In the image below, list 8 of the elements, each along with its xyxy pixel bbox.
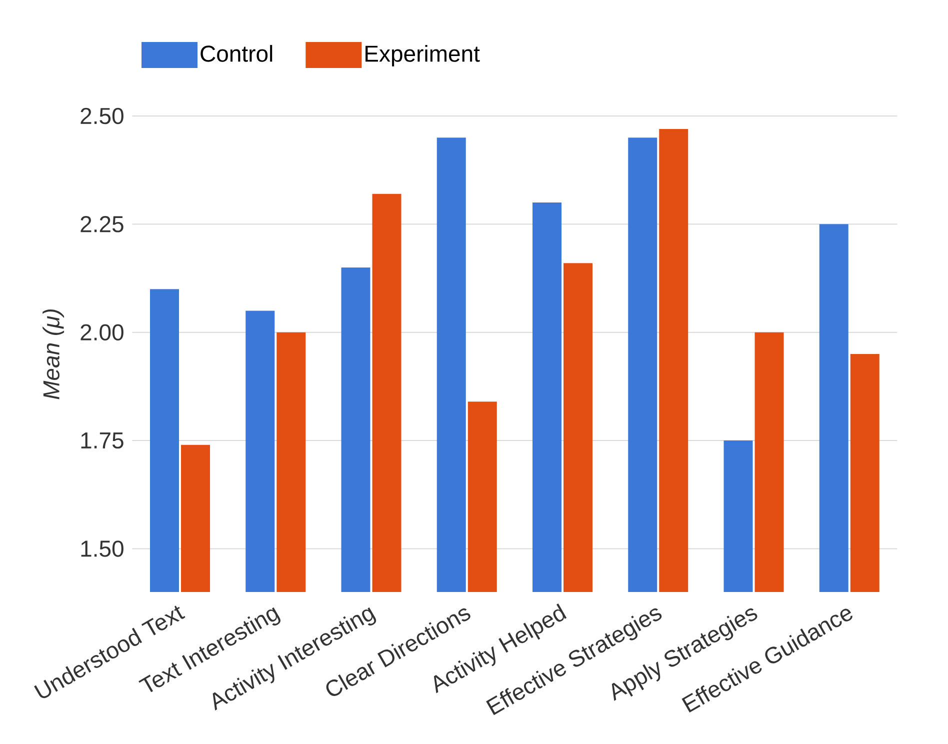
y-tick-label: 2.50 <box>80 108 124 124</box>
legend-label: Control <box>200 44 272 62</box>
y-tick-label: 1.50 <box>81 540 124 557</box>
y-tick-label: 1.75 <box>81 432 124 449</box>
legend-label: Experiment <box>366 44 480 66</box>
y-tick-label: 2.25 <box>80 216 124 232</box>
y-axis-title: Mean (μ) <box>42 309 64 400</box>
y-tick-label: 2.00 <box>80 324 124 340</box>
